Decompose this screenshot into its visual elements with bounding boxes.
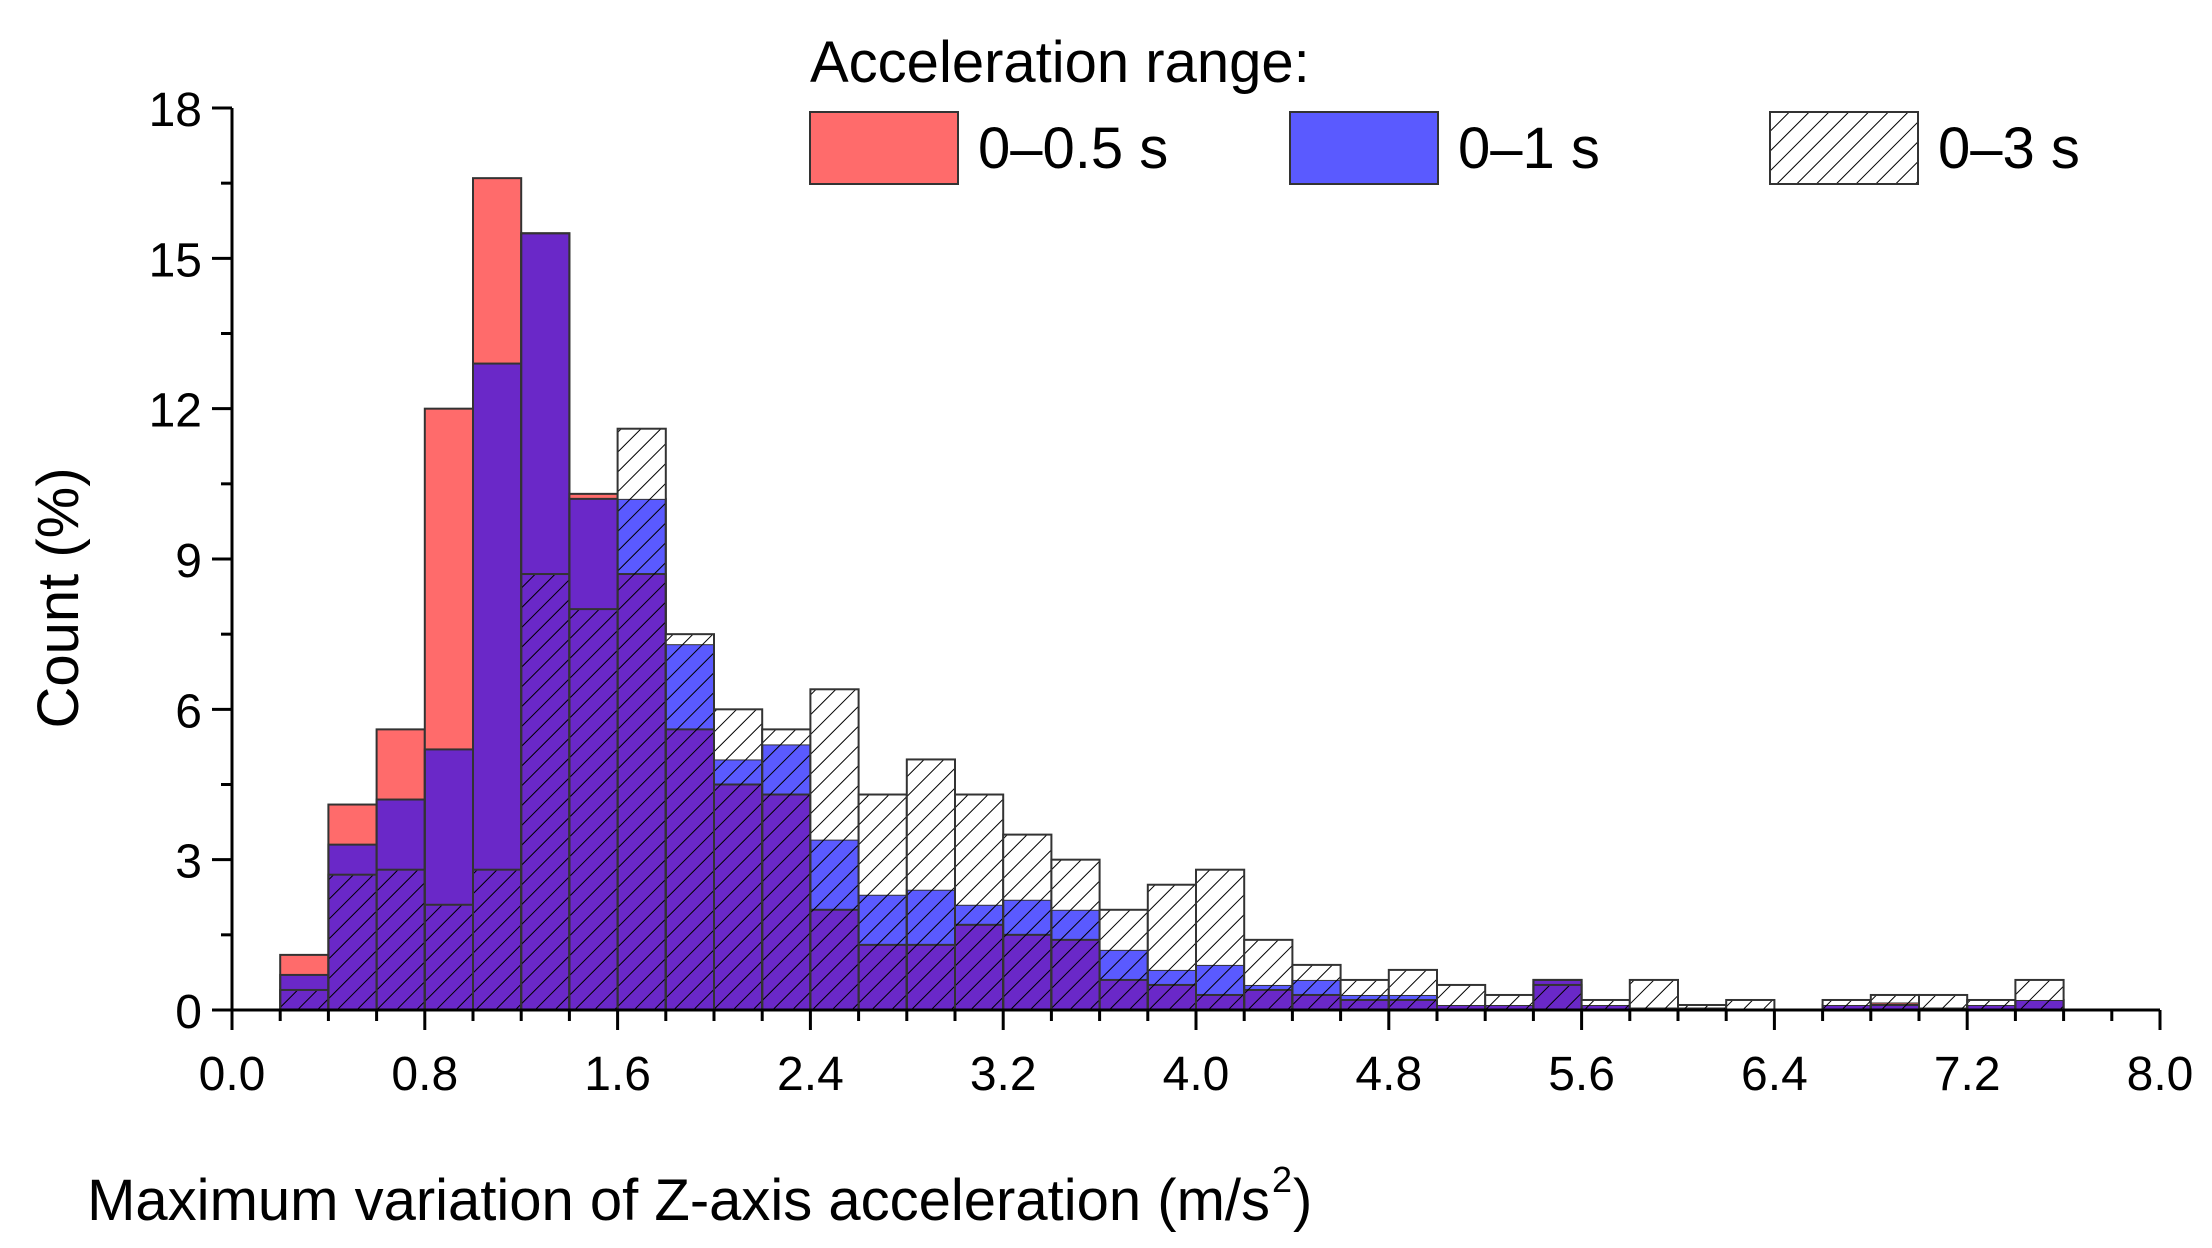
y-axis-label: Count (%)	[26, 467, 91, 728]
bar-0-5s	[569, 493, 618, 499]
x-tick-label: 4.0	[1163, 1048, 1230, 1101]
bar-0-5s	[280, 954, 329, 975]
bar-3s	[809, 688, 860, 1011]
x-axis-label: Maximum variation of Z-axis acceleration…	[87, 1168, 1270, 1233]
bar-3s	[616, 427, 667, 1011]
bar-3s	[1532, 983, 1583, 1012]
x-tick-label: 3.2	[970, 1048, 1037, 1101]
bar-3s	[1918, 993, 1969, 1012]
bar-3s	[568, 608, 619, 1011]
bar-3s	[279, 988, 330, 1012]
bar-3s	[520, 573, 571, 1011]
x-tick-label: 0.0	[199, 1048, 266, 1101]
x-tick-label: 1.6	[584, 1048, 651, 1101]
x-tick-label: 6.4	[1741, 1048, 1808, 1101]
bar-3s	[1291, 963, 1342, 1012]
bar-3s	[1628, 978, 1680, 1012]
bar-3s	[423, 903, 474, 1011]
y-tick-label: 0	[175, 986, 202, 1039]
bar-3s	[1098, 908, 1149, 1011]
bar-3s	[1002, 833, 1053, 1011]
bar-3s	[1725, 998, 1776, 1012]
bar-3s	[1339, 978, 1390, 1012]
bar-3s	[664, 633, 715, 1012]
bar-3s	[954, 793, 1005, 1011]
bar-3s	[1243, 938, 1294, 1011]
x-tick-label: 5.6	[1548, 1048, 1615, 1101]
bar-0-5s	[473, 178, 522, 364]
x-tick-label: 2.4	[777, 1048, 844, 1101]
legend-label-1s: 0–1 s	[1458, 116, 1600, 181]
bar-3s	[713, 708, 764, 1011]
y-tick-label: 3	[175, 836, 202, 889]
bar-3s	[327, 873, 378, 1012]
legend-label-3s: 0–3 s	[1938, 116, 2080, 181]
bar-3s	[2014, 978, 2065, 1012]
legend-swatch-3s	[1769, 111, 1919, 185]
bar-3s	[1050, 858, 1101, 1012]
bar-3s	[1966, 998, 2017, 1012]
x-axis-label-close: )	[1293, 1168, 1312, 1233]
bar-3s	[1484, 993, 1535, 1012]
y-tick-label: 6	[175, 685, 202, 738]
bar-3s	[1195, 868, 1246, 1012]
bar-3s	[375, 868, 426, 1012]
legend-swatch-1s	[1289, 111, 1439, 185]
bar-3s	[761, 728, 812, 1012]
bar-3s	[1436, 983, 1487, 1012]
legend-swatch-0-5s	[809, 111, 959, 185]
x-tick-label: 7.2	[1934, 1048, 2001, 1101]
bar-3s	[1869, 993, 1921, 1012]
bar-3s	[1821, 998, 1872, 1012]
legend: Acceleration range: 0–0.5 s 0–1 s 0–3 s	[809, 30, 2080, 185]
bar-3s	[1146, 883, 1198, 1012]
y-tick-label: 18	[149, 84, 202, 137]
y-tick-label: 12	[149, 385, 202, 438]
x-tick-label: 4.8	[1355, 1048, 1422, 1101]
bar-0-5s	[424, 408, 473, 750]
x-tick-label: 0.8	[391, 1048, 458, 1101]
bars-layer	[279, 177, 2065, 1012]
bar-3s	[472, 868, 523, 1012]
y-tick-label: 15	[149, 234, 202, 287]
bar-0-5s	[328, 804, 377, 845]
bar-3s	[905, 758, 956, 1012]
x-axis-label-sup: 2	[1272, 1159, 1292, 1200]
ticks-layer: 0 3 6 9 12 15 18 0.0 0.8 1.6 2.4 3.2 4.0 4.8 5.6 6.4 7.2…	[149, 84, 2194, 1101]
bar-3s	[1580, 998, 1631, 1012]
legend-title: Acceleration range:	[810, 30, 1310, 95]
x-axis-label-main: Maximum variation of Z-axis acceleration…	[87, 1168, 1270, 1233]
bar-3s	[1387, 968, 1439, 1012]
bar-0-5s	[376, 729, 425, 800]
y-tick-label: 9	[175, 535, 202, 588]
bar-3s	[857, 793, 908, 1011]
legend-label-0-5s: 0–0.5 s	[978, 116, 1168, 181]
x-tick-label: 8.0	[2127, 1048, 2194, 1101]
